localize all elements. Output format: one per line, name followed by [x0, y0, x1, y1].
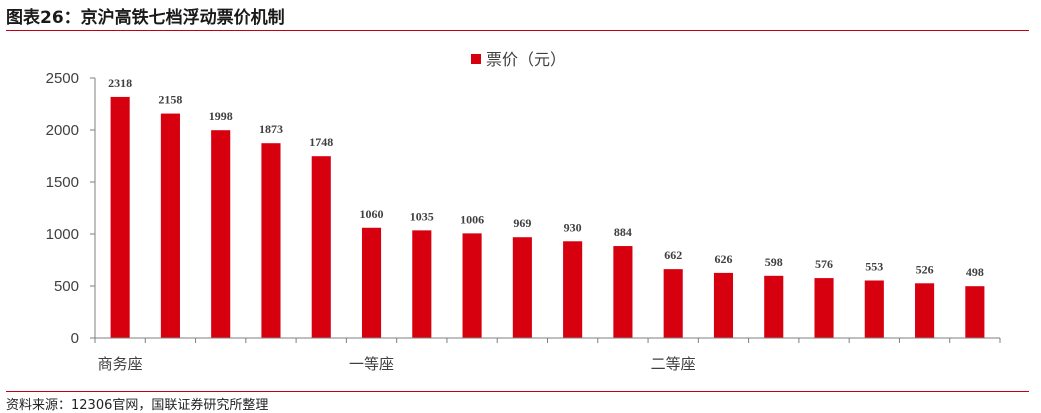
bar [361, 227, 382, 338]
y-axis: 0 500 1000 1500 2000 2500 [46, 70, 96, 347]
bar [915, 283, 935, 338]
bar-value-label: 884 [614, 225, 632, 239]
x-axis: 商务座 一等座 二等座 [94, 337, 1001, 373]
bar-value-label: 662 [664, 248, 682, 262]
bar-value-label: 1060 [360, 207, 384, 221]
title-rule [6, 30, 1029, 31]
source-note: 资料来源：12306官网，国联证券研究所整理 [6, 398, 269, 413]
bar-value-label: 2158 [158, 93, 182, 107]
bar [814, 278, 834, 338]
bar-value-label: 576 [815, 257, 833, 271]
bar-value-label: 1998 [209, 109, 233, 123]
bar-value-label: 553 [865, 259, 883, 273]
bar [613, 246, 633, 338]
legend: 票价（元） [471, 51, 566, 69]
bar-value-label: 526 [916, 262, 934, 276]
y-tick-label: 2500 [46, 70, 79, 87]
y-tick-label: 0 [71, 330, 79, 347]
bar-value-label: 1006 [460, 212, 484, 226]
bar [160, 113, 180, 339]
bar-value-label: 598 [765, 255, 783, 269]
bar [663, 269, 683, 338]
legend-swatch [471, 54, 481, 64]
bars [110, 96, 985, 339]
bar-value-label: 930 [564, 220, 582, 234]
bar [512, 237, 532, 338]
bar [462, 233, 482, 338]
bar [713, 272, 734, 338]
bar [211, 130, 231, 338]
bar [110, 96, 130, 338]
bar-value-label: 1748 [309, 135, 333, 149]
source-rule [6, 391, 1029, 392]
category-label: 一等座 [349, 355, 394, 373]
bar [764, 275, 784, 338]
bar [965, 286, 985, 338]
bar-value-label: 2318 [108, 76, 132, 90]
y-tick-label: 500 [54, 278, 79, 295]
value-labels: 2318 2158 1998 1873 1748 1060 1035 1006 969 930 88… [108, 76, 984, 279]
bar [311, 156, 331, 338]
y-tick-label: 1000 [46, 226, 79, 243]
bar [261, 143, 281, 338]
bar [563, 241, 583, 338]
bar-value-label: 969 [513, 216, 531, 230]
chart-title: 图表26：京沪高铁七档浮动票价机制 [6, 8, 285, 28]
bar-value-label: 1035 [410, 209, 434, 223]
y-tick-label: 2000 [46, 122, 79, 139]
category-label: 商务座 [98, 356, 143, 373]
bar-value-label: 1873 [259, 122, 283, 136]
y-tick-label: 1500 [46, 174, 79, 191]
bar [864, 280, 884, 338]
bar-value-label: 498 [966, 265, 984, 279]
category-label: 二等座 [651, 355, 696, 373]
legend-label: 票价（元） [486, 51, 566, 69]
bar-value-label: 626 [714, 252, 732, 266]
bar [412, 230, 432, 338]
